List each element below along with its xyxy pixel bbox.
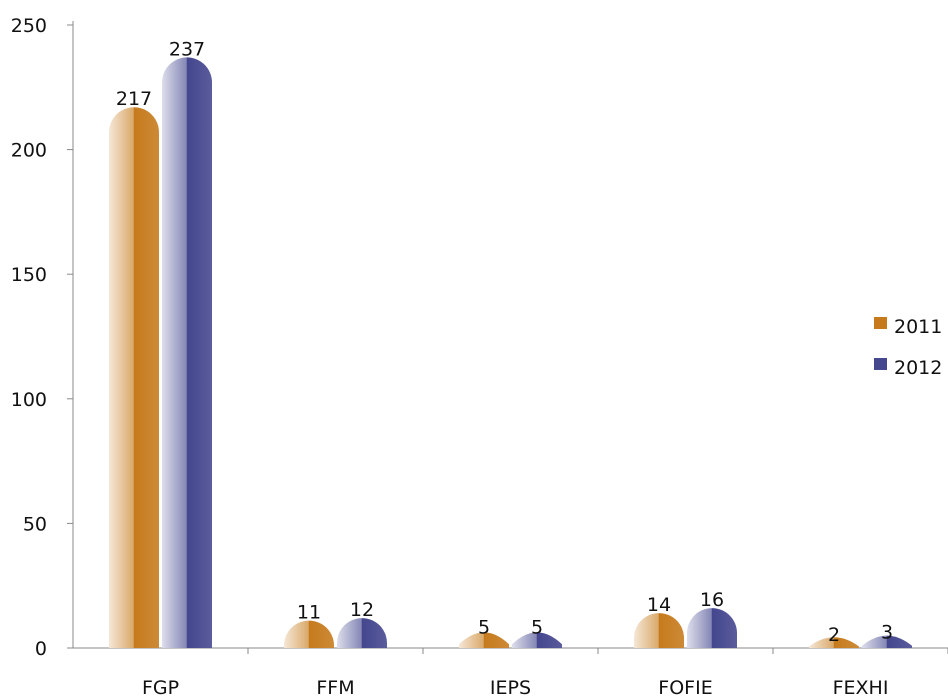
data-label: 2 xyxy=(828,624,840,646)
bars xyxy=(109,57,912,649)
bar-fexhi-2012 xyxy=(862,635,912,648)
x-category-label: FOFIE xyxy=(658,677,712,698)
data-label: 217 xyxy=(116,88,152,110)
bar-ffm-2011 xyxy=(284,620,334,648)
bar-fgp-2011 xyxy=(109,107,159,649)
axes: 0 50 100 150 200 250 FGP FFM IEPS FOFIE FEXHI xyxy=(11,15,948,698)
bar-ieps-2012 xyxy=(512,632,562,648)
bar-fexhi-2011 xyxy=(809,637,859,648)
x-category-label: IEPS xyxy=(490,677,531,698)
data-label: 16 xyxy=(700,589,724,611)
legend-label-2011: 2011 xyxy=(894,316,942,338)
legend-swatch-2011 xyxy=(874,317,887,329)
legend-label-2012: 2012 xyxy=(894,357,942,379)
x-category-label: FGP xyxy=(142,677,179,698)
legend: 2011 2012 xyxy=(874,316,942,379)
y-tick-label: 150 xyxy=(11,264,47,286)
legend-swatch-2012 xyxy=(874,358,887,370)
y-tick-label: 100 xyxy=(11,389,47,411)
data-label: 3 xyxy=(881,622,893,644)
y-tick-label: 50 xyxy=(23,513,47,535)
x-category-label: FFM xyxy=(316,677,354,698)
data-label: 5 xyxy=(478,617,490,639)
data-label: 12 xyxy=(350,599,374,621)
data-label: 11 xyxy=(297,602,321,624)
data-label: 14 xyxy=(647,594,671,616)
data-label: 5 xyxy=(531,617,543,639)
y-tick-label: 0 xyxy=(35,638,47,660)
bar-ffm-2012 xyxy=(337,618,387,648)
bar-fgp-2012 xyxy=(162,57,212,648)
bar-ieps-2011 xyxy=(459,632,509,648)
bar-fofie-2011 xyxy=(634,613,684,648)
value-labels: 217 237 11 12 5 5 14 16 2 3 xyxy=(116,38,893,646)
data-label: 237 xyxy=(169,38,205,60)
y-tick-label: 250 xyxy=(11,15,47,37)
x-category-label: FEXHI xyxy=(833,677,889,698)
bar-fofie-2012 xyxy=(687,608,737,648)
y-tick-label: 200 xyxy=(11,140,47,162)
